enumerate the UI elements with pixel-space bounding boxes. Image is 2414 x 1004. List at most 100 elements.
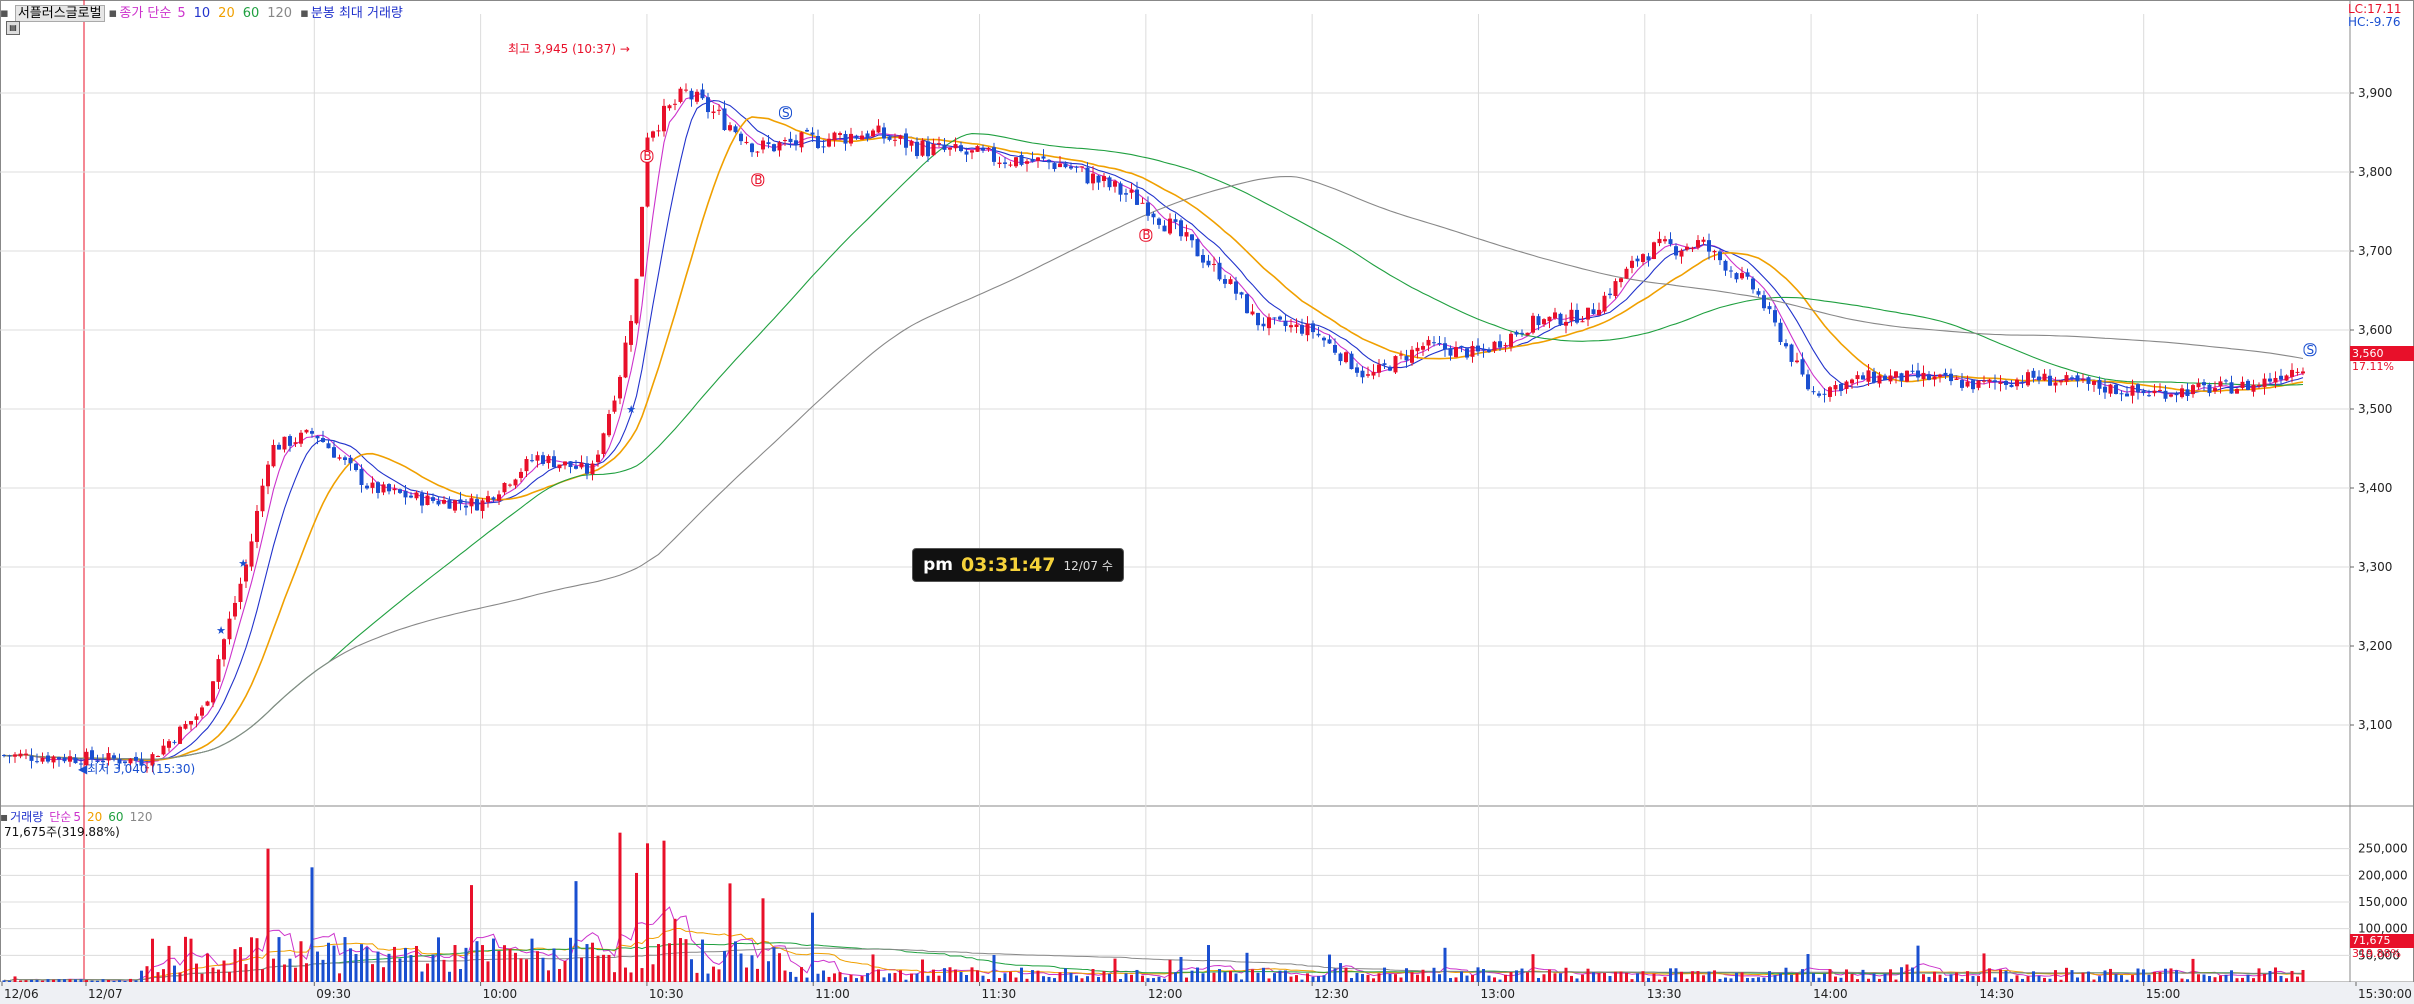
candle-body [656,130,661,132]
volume-bar [728,883,732,982]
volume-bar [1949,974,1953,982]
candle-body [1003,162,1007,164]
candle-body [376,482,380,493]
candle-body [249,541,254,567]
candle-body [442,499,446,504]
volume-bar [937,975,941,982]
candle-body [1333,344,1337,353]
volume-bar [1861,969,1865,982]
candle-body [1668,239,1673,245]
volume-bar [360,944,363,982]
candle-body [524,459,529,472]
candle-body [1872,371,1876,383]
volume-bar [24,980,28,982]
candle-body [1212,263,1216,265]
volume-bar [1234,973,1238,982]
volume-bar [497,950,501,982]
volume-bar [508,948,512,982]
volume-bar [1839,977,1843,982]
volume-bar [745,967,748,982]
candle-body [1113,181,1117,187]
volume-bar [1817,977,1821,982]
volume-bar [8,980,11,982]
volume-bar [1669,968,1672,982]
candle-body [711,111,716,114]
volume-bar [321,959,325,982]
candle-body [1773,310,1777,323]
volume-bar [1377,973,1381,982]
current-volume-badge: 71,675 [2350,934,2414,948]
candle-body [612,400,617,412]
hc-label: HC:-9.76 [2348,15,2401,29]
candle-body [1520,332,1524,334]
volume-bar [640,968,644,982]
volume-bar [1696,971,1700,982]
price-tick-label: 3,300 [2358,560,2392,574]
instrument-name[interactable]: 서플러스글로벌 [14,5,105,22]
candle-body [2158,389,2162,391]
volume-bar [1086,976,1089,982]
volume-bar [651,964,655,982]
candle-body [981,148,985,151]
candle-body [365,485,369,489]
candle-body [794,140,798,145]
candle-body [315,435,320,439]
candle-body [777,142,782,151]
buy-signal-label: B [754,173,762,187]
volume-bar [712,966,715,982]
candle-body [843,134,848,144]
candle-body [2031,370,2036,378]
volume-bar [552,948,556,982]
volume-bar [332,945,336,982]
volume-bar [624,967,627,982]
volume-bar [189,938,193,982]
price-tick-label: 3,100 [2358,718,2392,732]
volume-bar [844,977,847,982]
candle-body [1465,348,1469,358]
candle-body [783,140,787,142]
volume-bar [657,944,660,982]
candle-body [2262,378,2267,387]
candle-body [227,618,232,640]
volume-bar [2092,979,2096,982]
candle-body [1982,380,1986,382]
volume-bar [1553,973,1557,982]
volume-bar [1069,972,1073,982]
candle-body [1157,218,1161,225]
volume-bar [162,969,165,982]
volume-bar [541,957,545,982]
volume-bar [1999,969,2002,982]
volume-bar [2268,971,2272,982]
volume-bar [1520,968,1524,982]
candle-body [1663,239,1667,242]
volume-bar [772,947,776,982]
candle-body [2020,381,2025,384]
volume-bar [2059,979,2063,982]
candle-body [1701,239,1706,242]
candle-body [821,146,826,148]
volume-bar [266,848,270,982]
candle-body [1839,383,1843,391]
candle-body [766,142,771,145]
candle-body [178,726,182,744]
candle-body [1657,238,1662,244]
volume-bar [1641,971,1645,982]
candle-body [370,482,375,488]
candle-body [1509,333,1513,347]
candle-body [1195,239,1200,257]
volume-bar [1256,972,1260,982]
volume-bar [1801,969,1804,982]
volume-bar [1713,970,1716,982]
volume-bar [376,951,380,982]
candle-body [788,138,793,143]
candle-body [1476,345,1480,352]
candle-body [2301,371,2305,374]
volume-bar [2224,974,2228,982]
ma-line-20 [3,116,2304,762]
volume-bar [470,885,473,982]
candle-body [1058,163,1062,168]
high-annotation: 최고 3,945 (10:37) → [508,42,630,56]
volume-bar [646,843,649,982]
grid-toggle-icon[interactable]: ▤ [6,21,20,35]
